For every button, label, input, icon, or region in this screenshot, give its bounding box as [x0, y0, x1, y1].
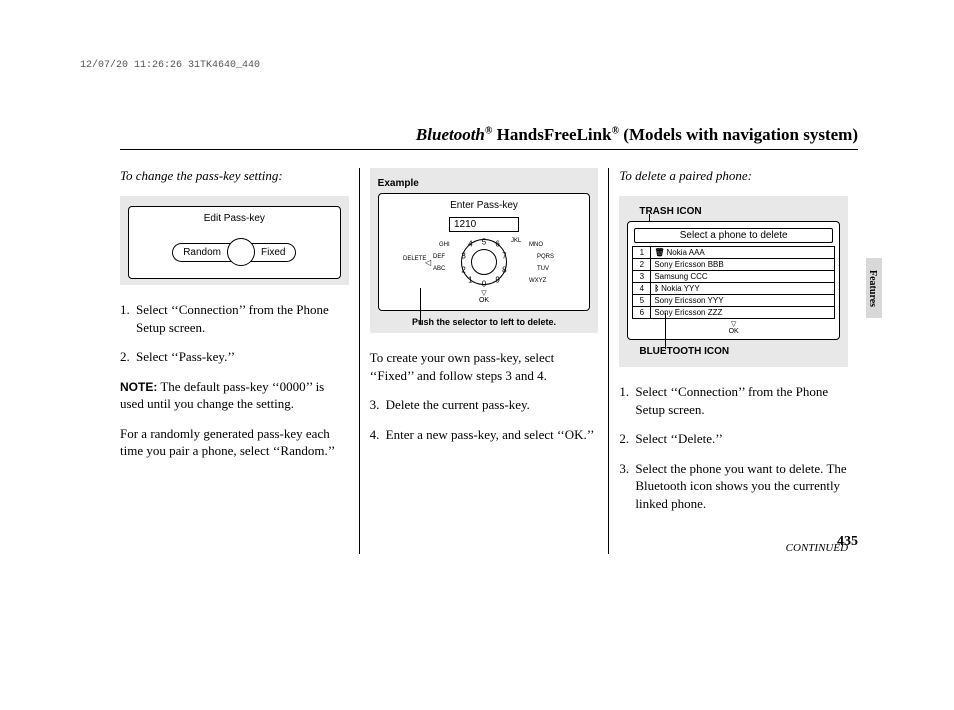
phone-list-row[interactable]: 6Sony Ericsson ZZZ — [633, 307, 835, 319]
fixed-button[interactable]: Fixed — [251, 243, 296, 262]
bluetooth-icon-label: BLUETOOTH ICON — [639, 346, 840, 357]
trash-icon: 🗑 — [654, 248, 664, 257]
step: Select the phone you want to delete. The… — [619, 460, 848, 513]
ok-indicator: ▽OK — [479, 290, 489, 304]
screen-title: Edit Pass-key — [133, 213, 336, 224]
phone-list-row[interactable]: 4ᛒNokia YYY — [633, 283, 835, 295]
step: Enter a new pass-key, and select ‘‘OK.’’ — [370, 426, 599, 444]
bluetooth-icon: ᛒ — [654, 284, 659, 293]
column-delete-phone: To delete a paired phone: TRASH ICON Sel… — [609, 168, 858, 554]
trash-icon-label: TRASH ICON — [639, 206, 840, 217]
callout-line — [665, 313, 666, 349]
step: Select ‘‘Connection’’ from the Phone Set… — [619, 383, 848, 418]
datestamp: 12/07/20 11:26:26 31TK4640_440 — [80, 60, 260, 71]
random-button[interactable]: Random — [172, 243, 231, 262]
phone-list-table: 1🗑Nokia AAA2Sony Ericsson BBB3Samsung CC… — [632, 246, 835, 319]
column-passkey-change: To change the pass-key setting: Edit Pas… — [120, 168, 360, 554]
example-label: Example — [378, 178, 591, 189]
phone-list-row[interactable]: 3Samsung CCC — [633, 271, 835, 283]
phone-list-row[interactable]: 2Sony Ericsson BBB — [633, 259, 835, 271]
column-passkey-enter: Example Enter Pass-key 1210 5 4 6 3 7 2 … — [360, 168, 610, 554]
ok-indicator: ▽OK — [632, 321, 835, 335]
phone-list-row[interactable]: 5Sony Ericsson YYY — [633, 295, 835, 307]
step: Delete the current pass-key. — [370, 396, 599, 414]
paragraph: For a randomly generated pass-key each t… — [120, 425, 349, 460]
col3-heading: To delete a paired phone: — [619, 168, 848, 184]
figure-enter-passkey: Example Enter Pass-key 1210 5 4 6 3 7 2 … — [370, 168, 599, 333]
step: Select ‘‘Pass-key.’’ — [120, 348, 349, 366]
step: Select ‘‘Delete.’’ — [619, 430, 848, 448]
callout-line — [420, 288, 421, 324]
section-tab-label: Features — [867, 270, 878, 307]
screen-title: Enter Pass-key — [383, 200, 586, 211]
number-dial[interactable]: 5 4 6 3 7 2 8 1 9 0 JKL MNO GHI — [399, 234, 569, 290]
paragraph: To create your own pass-key, select ‘‘Fi… — [370, 349, 599, 384]
phone-list-row[interactable]: 1🗑Nokia AAA — [633, 247, 835, 259]
page-title: Bluetooth® HandsFreeLink® (Models with n… — [120, 125, 858, 150]
figure-caption: Push the selector to left to delete. — [378, 317, 591, 327]
figure-edit-passkey: Edit Pass-key Random Fixed — [120, 196, 349, 285]
step: Select ‘‘Connection’’ from the Phone Set… — [120, 301, 349, 336]
col1-heading: To change the pass-key setting: — [120, 168, 349, 184]
screen-title: Select a phone to delete — [634, 228, 833, 243]
note: NOTE: The default pass-key ‘‘0000’’ is u… — [120, 378, 349, 413]
figure-delete-phone: TRASH ICON Select a phone to delete 1🗑No… — [619, 196, 848, 367]
page-number: 435 — [837, 534, 858, 550]
selector-knob[interactable] — [227, 238, 255, 266]
continued-label: CONTINUED — [619, 542, 848, 554]
passkey-value: 1210 — [449, 217, 519, 232]
